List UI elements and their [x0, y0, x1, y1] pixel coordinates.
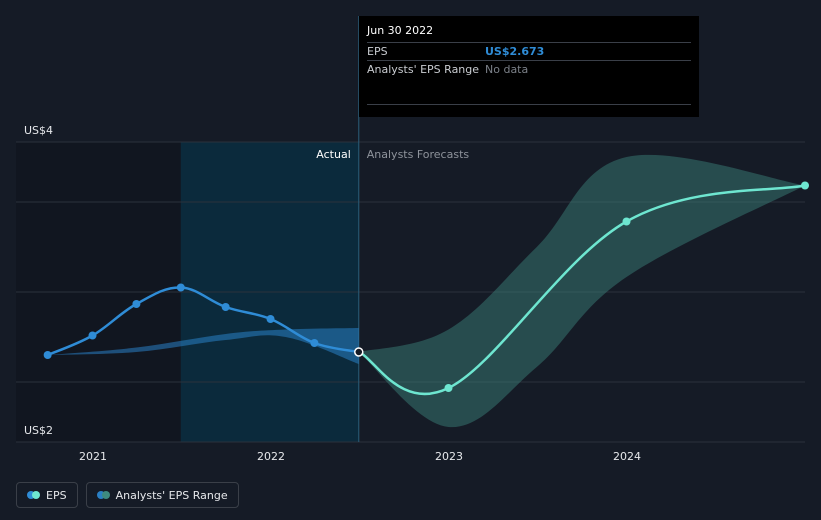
eps-actual-point-5 [266, 315, 275, 323]
chart-legend: EPS Analysts' EPS Range [16, 482, 239, 508]
eps-forecast-point-1 [444, 384, 453, 392]
eps-forecast-line [358, 184, 806, 396]
legend-eps-label: EPS [46, 488, 67, 502]
forecast-region-label: Analysts Forecasts [367, 148, 470, 161]
eps-actual-point-2 [132, 300, 141, 308]
tooltip-row-range: Analysts' EPS Range No data [367, 60, 691, 78]
tooltip-range-value: No data [485, 63, 529, 76]
hover-marker [354, 347, 364, 357]
eps-forecast-point-2 [622, 217, 631, 226]
eps-actual-point-4 [221, 303, 230, 311]
legend-range-label: Analysts' EPS Range [115, 488, 228, 502]
eps-actual-point-6 [310, 339, 319, 347]
actual-eps-range-band [47, 328, 359, 364]
eps-actual-point-0 [43, 351, 52, 359]
x-tick-label-2023: 2023 [435, 450, 463, 463]
tooltip-date: Jun 30 2022 [367, 24, 434, 37]
forecast-eps-range-band [358, 154, 805, 428]
y-axis-bottom-label: US$2 [24, 424, 53, 437]
eps-actual-line [47, 286, 360, 357]
eps-forecast-point-3 [801, 181, 809, 190]
eps-actual-point-3 [176, 283, 185, 292]
eps-actual-point-1 [88, 331, 97, 340]
legend-eps-swatch-icon [27, 491, 40, 499]
tooltip-eps-label: EPS [367, 45, 388, 58]
y-axis-top-label: US$4 [24, 124, 53, 137]
x-tick-label-2021: 2021 [79, 450, 107, 463]
legend-range-swatch-icon [96, 491, 110, 499]
tooltip-eps-value: US$2.673 [485, 45, 545, 58]
tooltip-range-label: Analysts' EPS Range [367, 63, 480, 76]
x-tick-label-2022: 2022 [257, 450, 285, 463]
actual-region-label: Actual [316, 148, 350, 161]
hover-tooltip: Jun 30 2022 EPS US$2.673 Analysts' EPS R… [359, 16, 699, 117]
tooltip-row-eps: EPS US$2.673 [367, 42, 691, 60]
x-tick-label-2024: 2024 [613, 450, 641, 463]
legend-eps-toggle[interactable]: EPS [16, 482, 78, 508]
legend-range-toggle[interactable]: Analysts' EPS Range [85, 482, 239, 508]
tooltip-divider [367, 104, 691, 105]
